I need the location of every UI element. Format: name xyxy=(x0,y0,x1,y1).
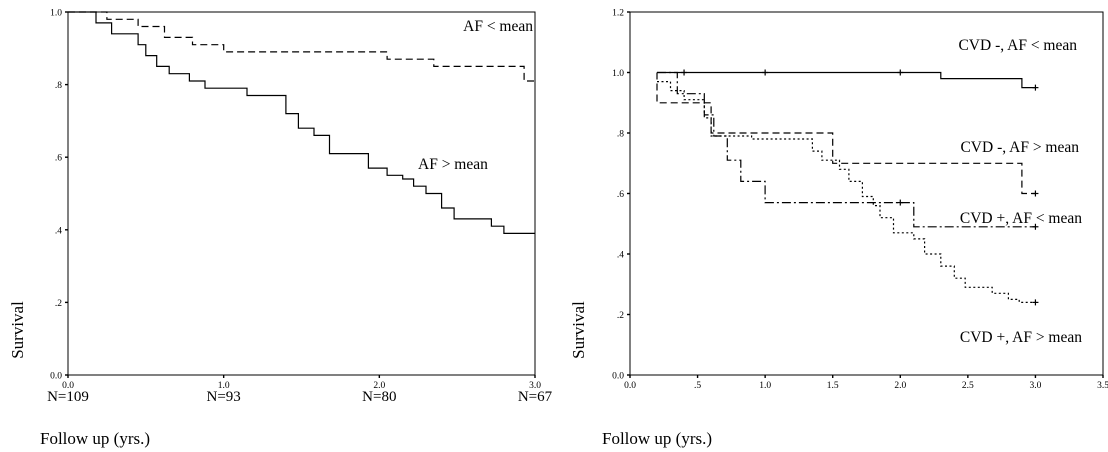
x-tick-label: 1.0 xyxy=(218,381,230,391)
y-axis-label: Survival xyxy=(8,301,27,359)
series-annotation: CVD +, AF > mean xyxy=(960,329,1082,346)
n-at-risk-label: N=93 xyxy=(207,389,241,405)
series-annotation: CVD +, AF < mean xyxy=(960,210,1082,227)
y-tick-label: .8 xyxy=(617,130,624,140)
series-line-2-3 xyxy=(657,71,1036,228)
y-tick-label: 1.0 xyxy=(50,9,62,19)
y-tick-label: .4 xyxy=(617,251,624,261)
y-tick-label: .4 xyxy=(55,226,62,236)
y-tick-label: .8 xyxy=(55,81,62,91)
x-axis-label: Follow up (yrs.) xyxy=(602,429,712,448)
series-annotation: CVD -, AF > mean xyxy=(960,139,1079,156)
x-tick-label: 0.0 xyxy=(624,381,636,391)
x-tick-label: 1.5 xyxy=(827,381,839,391)
x-axis-label: Follow up (yrs.) xyxy=(40,429,150,448)
series-line-1-1 xyxy=(68,11,535,82)
series-line-2-4 xyxy=(657,81,1036,303)
series-line-2-1 xyxy=(657,71,1036,89)
y-tick-label: .6 xyxy=(617,190,624,200)
series-line-2-2 xyxy=(656,72,1036,195)
x-tick-label: 3.0 xyxy=(529,381,541,391)
y-tick-label: 1.2 xyxy=(612,9,624,19)
x-tick-label: 2.0 xyxy=(373,381,385,391)
plot-frame-1 xyxy=(67,11,536,376)
y-tick-label: 0.0 xyxy=(612,372,624,382)
y-tick-label: .6 xyxy=(55,154,62,164)
series-annotation: AF < mean xyxy=(463,18,533,35)
x-tick-label: 2.0 xyxy=(894,381,906,391)
x-tick-label: 3.5 xyxy=(1097,381,1108,391)
y-tick-label: 1.0 xyxy=(612,69,624,79)
x-tick-label: 0.0 xyxy=(62,381,74,391)
series-line-1-2 xyxy=(68,11,535,234)
y-tick-label: .2 xyxy=(617,311,624,321)
x-tick-label: .5 xyxy=(694,381,701,391)
series-annotation: CVD -, AF < mean xyxy=(958,37,1077,54)
x-tick-label: 2.5 xyxy=(962,381,974,391)
x-tick-label: 3.0 xyxy=(1029,381,1041,391)
n-at-risk-label: N=67 xyxy=(518,389,553,405)
series-annotation: AF > mean xyxy=(418,156,488,173)
y-axis-label: Survival xyxy=(569,301,588,359)
x-tick-label: 1.0 xyxy=(759,381,771,391)
n-at-risk-label: N=109 xyxy=(47,389,89,405)
y-tick-label: .2 xyxy=(55,299,62,309)
n-at-risk-label: N=80 xyxy=(362,389,396,405)
y-tick-label: 0.0 xyxy=(50,372,62,382)
